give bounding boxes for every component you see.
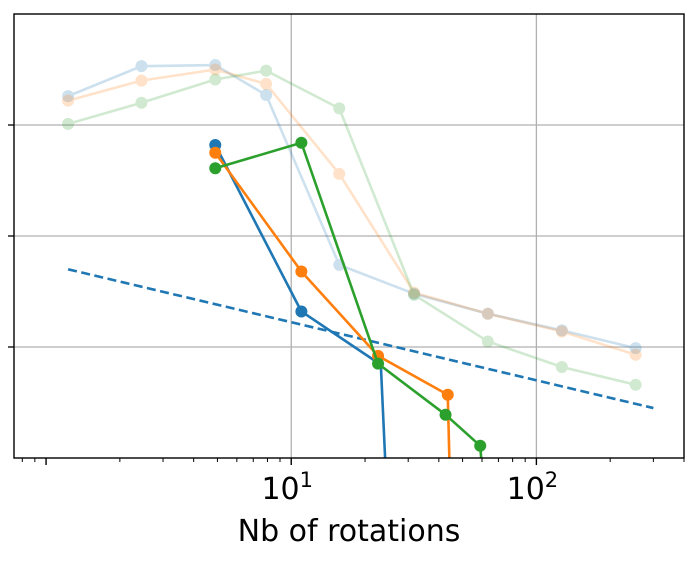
ticks (8, 124, 685, 465)
data-point (260, 89, 273, 102)
x-axis-label: Nb of rotations (238, 514, 461, 549)
data-point (555, 325, 568, 338)
data-point (441, 388, 454, 401)
data-point (295, 265, 308, 278)
series-layer (62, 59, 654, 458)
data-point (62, 94, 75, 107)
x-tick-label: 102 (507, 468, 559, 507)
x-tick-label-base: 10 (507, 472, 545, 507)
series-orange (209, 146, 454, 458)
data-point (439, 408, 452, 421)
data-point (629, 378, 642, 391)
series-line (214, 144, 387, 458)
data-point (209, 73, 222, 86)
data-point (629, 348, 642, 361)
data-point (62, 90, 75, 103)
data-point (209, 59, 222, 72)
data-point (135, 60, 148, 73)
data-point (62, 117, 75, 130)
data-point (372, 357, 385, 370)
data-point (295, 305, 308, 318)
data-point (135, 74, 148, 87)
data-point (135, 96, 148, 109)
data-point (209, 63, 222, 76)
x-tick-label-base: 10 (261, 472, 299, 507)
x-tick-label-exponent: 2 (545, 468, 558, 492)
data-point (260, 64, 273, 77)
series-line (67, 63, 636, 350)
series-green (209, 136, 487, 458)
series-line (214, 141, 483, 458)
x-tick-label-exponent: 1 (300, 468, 313, 492)
data-point (555, 324, 568, 337)
data-point (481, 307, 494, 320)
data-point (481, 335, 494, 348)
grid (14, 14, 684, 458)
data-point (629, 342, 642, 355)
data-point (408, 287, 421, 300)
data-point (408, 286, 421, 299)
data-point (481, 307, 494, 320)
data-point (333, 167, 346, 180)
x-tick-labels: 101 102 (261, 468, 558, 507)
data-point (209, 162, 222, 175)
data-point (555, 360, 568, 373)
data-point (295, 136, 308, 149)
data-point (474, 439, 487, 452)
data-point (408, 288, 421, 301)
data-point (333, 102, 346, 115)
plot-clip-group (62, 59, 654, 458)
x-tick-label: 101 (261, 468, 313, 507)
series-line (67, 69, 636, 387)
series-green-faded (62, 64, 642, 391)
series-line (67, 68, 637, 357)
data-point (209, 146, 222, 159)
data-point (260, 77, 273, 90)
series-orange-faded (62, 63, 642, 361)
